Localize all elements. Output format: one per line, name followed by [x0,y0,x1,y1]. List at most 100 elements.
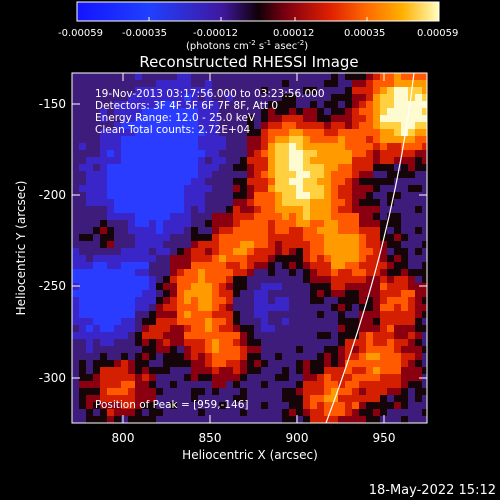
image-pixel [275,94,283,102]
image-pixel [149,339,157,347]
image-pixel [107,381,115,389]
image-pixel [282,311,290,319]
image-pixel [408,178,416,186]
image-pixel [142,360,150,368]
image-pixel [366,122,374,130]
image-pixel [282,262,290,270]
image-pixel [345,346,353,354]
image-pixel [317,283,325,291]
image-pixel [324,248,332,256]
image-pixel [93,241,101,249]
image-pixel [79,297,87,305]
image-pixel [184,185,192,193]
image-pixel [359,206,367,214]
image-pixel [212,164,220,172]
image-pixel [142,115,150,123]
image-pixel [212,80,220,88]
colorbar-ticks [76,17,440,21]
image-pixel [359,73,367,81]
image-pixel [401,269,409,277]
image-pixel [177,101,185,109]
image-pixel [345,416,353,423]
image-pixel [149,171,157,179]
image-pixel [226,143,234,151]
image-pixel [121,395,129,403]
image-pixel [177,262,185,270]
image-pixel [289,157,297,165]
image-pixel [338,325,346,333]
image-pixel [121,381,129,389]
image-pixel [352,87,360,95]
image-pixel [394,101,402,109]
image-pixel [128,227,136,235]
y-tick-label: -250 [39,279,66,293]
y-tick-label: -300 [39,371,66,385]
image-pixel [324,290,332,298]
image-pixel [394,234,402,242]
image-pixel [156,94,164,102]
image-pixel [422,136,427,144]
image-pixel [261,199,269,207]
image-pixel [107,325,115,333]
image-pixel [254,276,262,284]
image-pixel [233,248,241,256]
image-pixel [247,87,255,95]
image-pixel [107,297,115,305]
image-pixel [394,87,402,95]
image-pixel [240,185,248,193]
image-pixel [240,80,248,88]
image-pixel [149,73,157,81]
image-pixel [156,108,164,116]
image-pixel [261,87,269,95]
image-pixel [408,206,416,214]
image-pixel [359,318,367,326]
image-pixel [184,332,192,340]
image-pixel [415,178,423,186]
image-pixel [170,276,178,284]
image-pixel [380,409,388,417]
image-pixel [338,262,346,270]
image-pixel [324,80,332,88]
image-pixel [289,192,297,200]
image-pixel [338,248,346,256]
image-pixel [366,367,374,375]
colorbar-tick-label: -0.00059 [58,28,103,39]
image-pixel [198,262,206,270]
image-pixel [100,381,108,389]
image-pixel [359,171,367,179]
image-pixel [114,388,122,396]
image-pixel [184,87,192,95]
image-pixel [422,276,427,284]
image-pixel [128,115,136,123]
image-pixel [212,213,220,221]
image-pixel [303,360,311,368]
image-pixel [240,220,248,228]
y-axis-label: Heliocentric Y (arcsec) [14,181,28,316]
y-tick-label: -150 [39,97,66,111]
image-pixel [212,171,220,179]
image-pixel [408,346,416,354]
image-pixel [233,227,241,235]
image-pixel [142,220,150,228]
image-pixel [107,304,115,312]
image-pixel [233,360,241,368]
image-pixel [79,199,87,207]
image-pixel [163,206,171,214]
image-pixel [128,248,136,256]
image-pixel [205,143,213,151]
image-pixel [198,80,206,88]
image-pixel [100,346,108,354]
image-pixel [345,115,353,123]
image-pixel [422,409,427,417]
image-pixel [93,416,101,423]
image-pixel [352,199,360,207]
image-pixel [387,150,395,158]
image-pixel [233,283,241,291]
image-pixel [128,178,136,186]
image-pixel [310,87,318,95]
image-pixel [394,360,402,368]
image-pixel [142,227,150,235]
image-pixel [408,129,416,137]
image-pixel [226,241,234,249]
image-pixel [387,227,395,235]
